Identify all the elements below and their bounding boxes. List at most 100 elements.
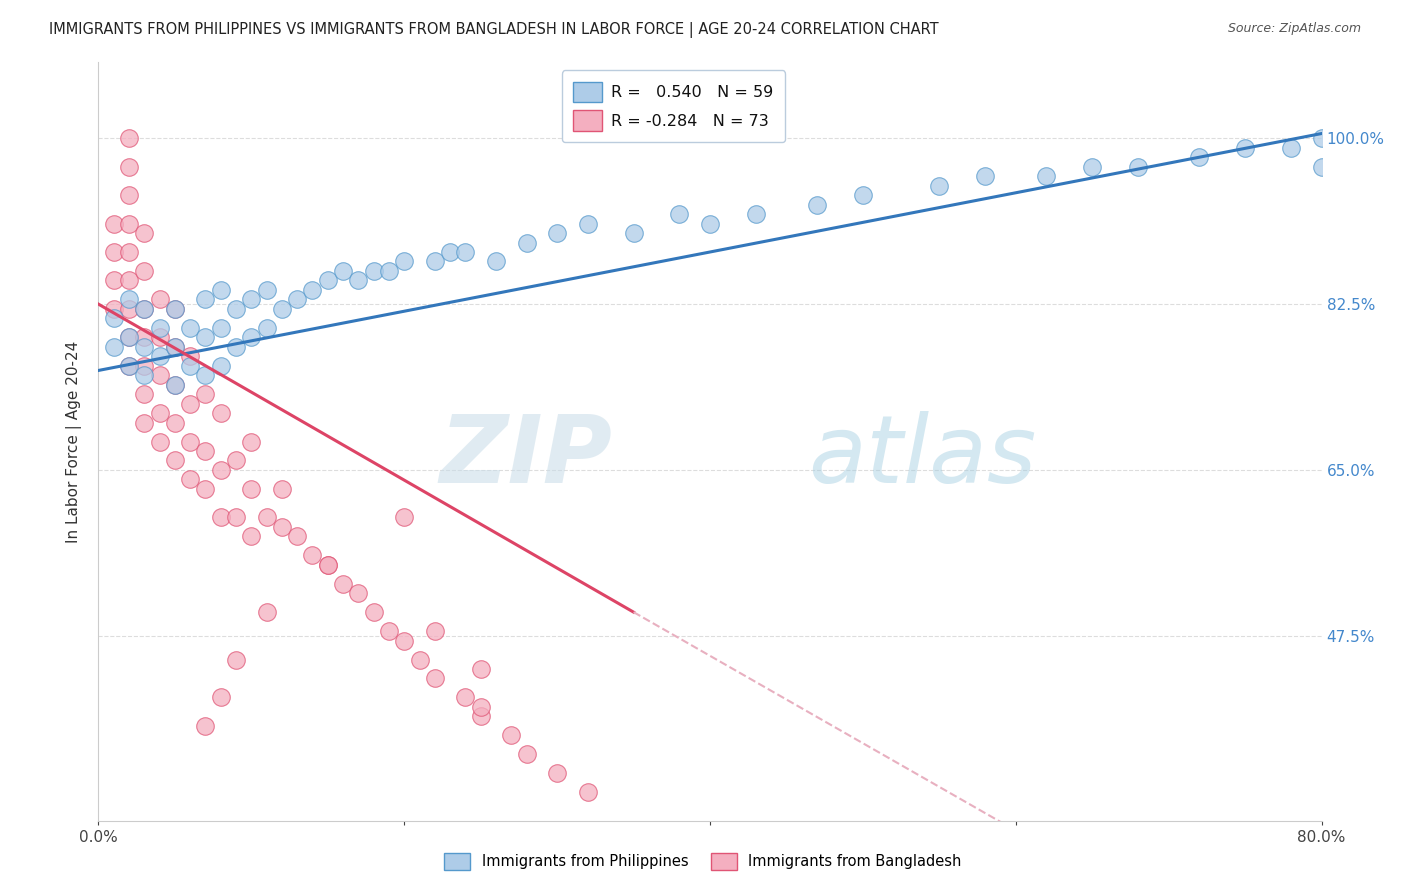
Point <box>745 207 768 221</box>
Point <box>179 321 201 335</box>
Point <box>163 340 186 354</box>
Point <box>179 359 201 373</box>
Point <box>194 293 217 307</box>
Point <box>209 406 232 420</box>
Point <box>179 349 201 363</box>
Point <box>623 226 645 240</box>
Point <box>576 785 599 799</box>
Point <box>118 245 141 260</box>
Point <box>699 217 721 231</box>
Point <box>103 245 125 260</box>
Point <box>194 368 217 383</box>
Point <box>209 690 232 705</box>
Point <box>301 283 323 297</box>
Point <box>163 377 186 392</box>
Point <box>285 293 308 307</box>
Point <box>852 188 875 202</box>
Point <box>1310 131 1333 145</box>
Point <box>256 283 278 297</box>
Point <box>439 245 461 260</box>
Point <box>134 226 156 240</box>
Y-axis label: In Labor Force | Age 20-24: In Labor Force | Age 20-24 <box>66 341 83 542</box>
Point <box>163 416 186 430</box>
Point <box>240 482 263 496</box>
Point <box>118 330 141 344</box>
Point <box>378 264 401 278</box>
Point <box>225 453 247 467</box>
Point <box>118 217 141 231</box>
Point <box>134 301 156 316</box>
Point <box>332 264 354 278</box>
Point <box>928 178 950 193</box>
Point <box>103 301 125 316</box>
Point <box>103 273 125 287</box>
Point <box>225 652 247 666</box>
Point <box>347 273 370 287</box>
Point <box>118 131 141 145</box>
Point <box>423 672 446 686</box>
Point <box>118 160 141 174</box>
Point <box>1035 169 1057 184</box>
Point <box>363 605 385 619</box>
Point <box>149 321 172 335</box>
Point <box>392 633 416 648</box>
Point <box>332 576 354 591</box>
Point <box>270 520 292 534</box>
Point <box>179 473 201 487</box>
Point <box>301 548 323 563</box>
Point <box>118 273 141 287</box>
Point <box>194 482 217 496</box>
Point <box>1188 150 1211 164</box>
Point <box>149 293 172 307</box>
Point <box>1128 160 1150 174</box>
Point <box>378 624 401 639</box>
Legend: Immigrants from Philippines, Immigrants from Bangladesh: Immigrants from Philippines, Immigrants … <box>439 847 967 876</box>
Point <box>470 662 492 676</box>
Point <box>134 264 156 278</box>
Point <box>576 217 599 231</box>
Point <box>454 690 477 705</box>
Point <box>1279 141 1302 155</box>
Point <box>806 197 828 211</box>
Point <box>240 293 263 307</box>
Point <box>240 434 263 449</box>
Point <box>209 359 232 373</box>
Point <box>209 283 232 297</box>
Point <box>134 340 156 354</box>
Point <box>134 359 156 373</box>
Point <box>408 652 430 666</box>
Point <box>179 434 201 449</box>
Point <box>134 387 156 401</box>
Point <box>546 226 568 240</box>
Point <box>392 254 416 268</box>
Point <box>501 728 523 742</box>
Point <box>149 349 172 363</box>
Point <box>256 510 278 524</box>
Point <box>134 330 156 344</box>
Point <box>209 463 232 477</box>
Point <box>423 624 446 639</box>
Point <box>1234 141 1257 155</box>
Point <box>516 235 538 250</box>
Point <box>194 444 217 458</box>
Point <box>163 301 186 316</box>
Point <box>209 510 232 524</box>
Point <box>470 709 492 723</box>
Point <box>240 529 263 543</box>
Point <box>1310 160 1333 174</box>
Point <box>347 586 370 600</box>
Point <box>134 416 156 430</box>
Point <box>118 359 141 373</box>
Text: IMMIGRANTS FROM PHILIPPINES VS IMMIGRANTS FROM BANGLADESH IN LABOR FORCE | AGE 2: IMMIGRANTS FROM PHILIPPINES VS IMMIGRANT… <box>49 22 939 38</box>
Point <box>1081 160 1104 174</box>
Point <box>118 188 141 202</box>
Point <box>225 340 247 354</box>
Point <box>546 766 568 780</box>
Point <box>470 700 492 714</box>
Point <box>149 330 172 344</box>
Text: atlas: atlas <box>808 411 1036 502</box>
Point <box>103 217 125 231</box>
Point <box>149 434 172 449</box>
Point <box>118 330 141 344</box>
Point <box>316 558 339 572</box>
